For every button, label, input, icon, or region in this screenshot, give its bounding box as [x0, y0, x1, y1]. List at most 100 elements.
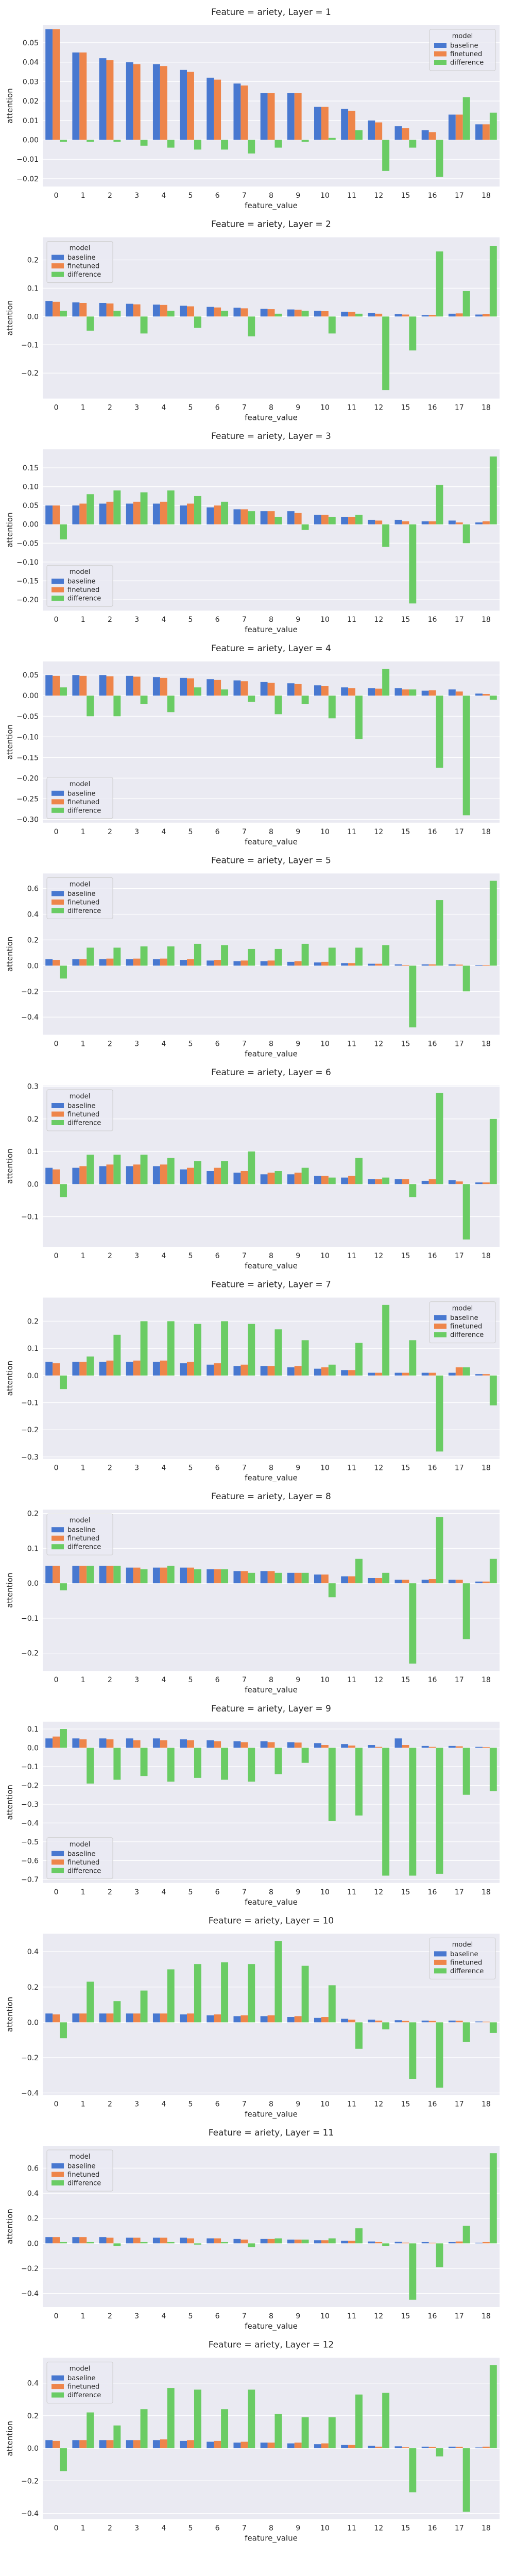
bar-finetuned-6	[214, 2441, 221, 2449]
bar-baseline-0	[45, 2440, 53, 2449]
legend-label-baseline: baseline	[450, 1951, 478, 1958]
bar-difference-18	[489, 696, 497, 700]
bar-finetuned-1	[79, 2013, 87, 2023]
y-tick-label: 0.0	[27, 1372, 39, 1380]
bar-baseline-16	[421, 1580, 429, 1584]
bar-finetuned-2	[106, 958, 114, 966]
bar-difference-10	[328, 1748, 336, 1821]
x-tick-label: 9	[296, 1464, 300, 1472]
bar-difference-9	[301, 696, 309, 704]
y-tick-label: −0.5	[21, 1838, 39, 1846]
bar-difference-4	[167, 946, 175, 966]
bar-finetuned-12	[375, 122, 383, 140]
x-tick-label: 6	[215, 2524, 220, 2533]
y-tick-label: 0.0	[27, 313, 39, 321]
bar-difference-7	[248, 2243, 255, 2247]
bar-difference-17	[462, 291, 470, 317]
x-tick-label: 0	[54, 192, 59, 200]
legend-label-baseline: baseline	[67, 1850, 95, 1858]
bar-difference-4	[167, 696, 175, 713]
bar-finetuned-15	[402, 1372, 409, 1376]
panel-layer-6: −0.10.00.10.20.30 1 2 3 4 5 6 7 8 9 10 11 12 15 16 17 18…	[5, 1067, 500, 1271]
x-tick-label: 7	[242, 2312, 247, 2320]
y-tick-label: −0.10	[16, 733, 39, 741]
bar-finetuned-10	[321, 1176, 329, 1184]
bar-baseline-4	[152, 304, 160, 317]
x-tick-label: 0	[54, 1888, 59, 1896]
bar-baseline-4	[152, 2440, 160, 2449]
bar-difference-5	[194, 1964, 201, 2023]
y-tick-label: −0.4	[21, 1013, 39, 1022]
bar-baseline-6	[207, 307, 214, 317]
bar-baseline-3	[126, 62, 133, 140]
x-tick-label: 15	[401, 1252, 410, 1260]
x-tick-label: 1	[81, 1252, 85, 1260]
x-tick-label: 2	[108, 1252, 112, 1260]
bar-difference-11	[355, 2228, 363, 2244]
bar-difference-2	[113, 1155, 121, 1184]
bar-finetuned-9	[294, 93, 302, 140]
x-tick-label: 8	[269, 1676, 273, 1684]
y-tick-label: −0.15	[16, 754, 39, 762]
x-tick-label: 6	[215, 2312, 220, 2320]
x-tick-label: 6	[215, 1464, 220, 1472]
bar-difference-8	[274, 140, 282, 148]
bar-difference-9	[301, 524, 309, 530]
bar-finetuned-9	[294, 1572, 302, 1584]
x-tick-label: 18	[482, 2100, 491, 2108]
x-tick-label: 11	[347, 1888, 356, 1896]
bar-baseline-2	[99, 1166, 107, 1184]
bar-baseline-8	[260, 2239, 268, 2244]
bar-finetuned-12	[375, 2446, 383, 2449]
bar-difference-9	[301, 1572, 309, 1584]
x-axis-label: feature_value	[245, 1473, 298, 1483]
x-tick-label: 10	[320, 1888, 330, 1896]
bar-baseline-11	[341, 687, 349, 696]
y-tick-label: 0.0	[27, 1180, 39, 1189]
panel-layer-11: −0.4−0.20.00.20.40.60 1 2 3 4 5 6 7 8 9 10 11 12 15 16…	[5, 2128, 500, 2331]
bar-difference-12	[382, 945, 390, 966]
x-tick-label: 10	[320, 404, 330, 412]
bar-baseline-0	[45, 1738, 53, 1748]
x-tick-label: 16	[428, 1676, 437, 1684]
bar-baseline-15	[394, 2020, 402, 2023]
axes-background	[43, 1510, 500, 1671]
y-tick-label: 0.00	[23, 136, 39, 144]
bar-difference-8	[274, 1941, 282, 2023]
bar-finetuned-3	[133, 1567, 141, 1584]
bar-baseline-9	[287, 2240, 295, 2244]
legend-swatch-baseline	[52, 790, 64, 796]
bar-baseline-9	[287, 961, 295, 966]
bar-baseline-10	[314, 107, 321, 140]
bar-finetuned-11	[348, 2445, 355, 2449]
x-tick-label: 17	[455, 2100, 464, 2108]
bar-finetuned-0	[53, 1566, 60, 1584]
x-tick-label: 0	[54, 1252, 59, 1260]
y-tick-label: −0.3	[21, 1801, 39, 1809]
bar-finetuned-3	[133, 2440, 141, 2449]
bar-difference-18	[489, 112, 497, 140]
panel-layer-3: −0.20−0.15−0.10−0.050.000.050.100.150 1 2 3…	[5, 431, 500, 635]
x-tick-label: 18	[482, 2524, 491, 2533]
x-tick-label: 7	[242, 828, 247, 836]
bar-difference-18	[489, 1748, 497, 1791]
bar-difference-1	[87, 1155, 94, 1184]
x-tick-label: 6	[215, 1888, 220, 1896]
bar-finetuned-5	[187, 72, 194, 140]
bar-finetuned-18	[482, 2242, 490, 2244]
legend-label-finetuned: finetuned	[67, 1535, 99, 1543]
y-axis-label: attention	[5, 512, 14, 547]
x-tick-label: 2	[108, 828, 112, 836]
x-tick-label: 4	[161, 192, 166, 200]
x-tick-label: 3	[134, 1676, 139, 1684]
bar-finetuned-0	[53, 301, 60, 317]
bar-difference-10	[328, 1177, 336, 1184]
bar-baseline-9	[287, 1367, 295, 1376]
bar-baseline-8	[260, 309, 268, 317]
x-tick-label: 15	[401, 616, 410, 624]
x-tick-label: 3	[134, 1464, 139, 1472]
bar-difference-9	[301, 311, 309, 317]
x-tick-label: 15	[401, 192, 410, 200]
legend-swatch-baseline	[52, 1103, 64, 1108]
bar-baseline-7	[233, 2443, 241, 2449]
